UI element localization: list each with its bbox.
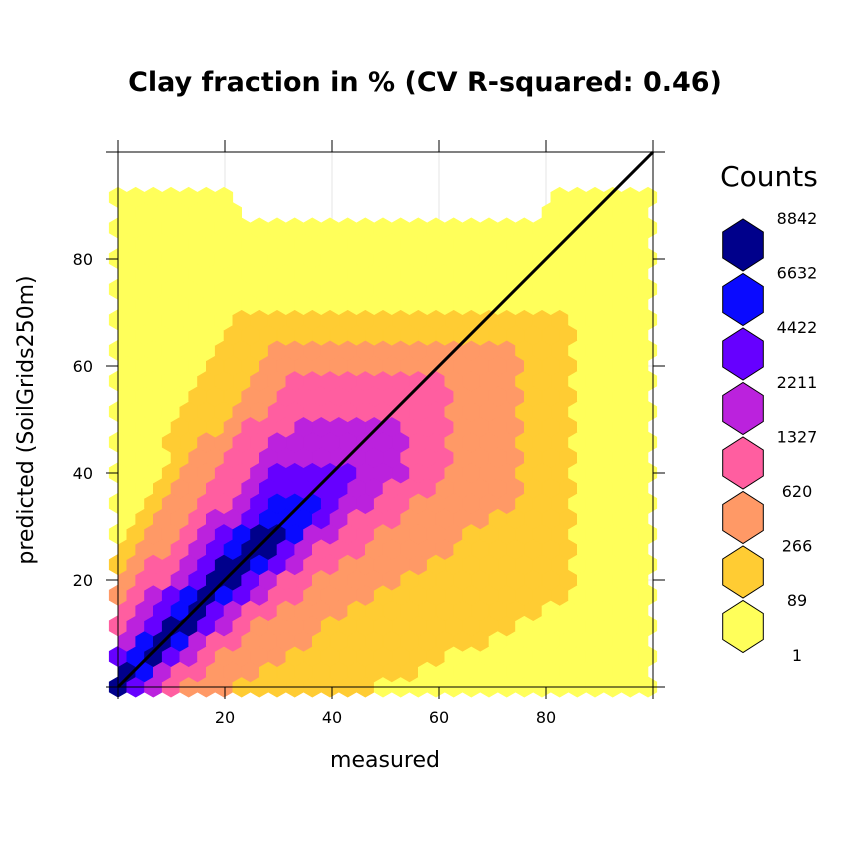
hexbin-cell	[638, 186, 658, 208]
legend-break-label: 1327	[777, 427, 818, 446]
legend-title: Counts	[720, 160, 818, 193]
y-tick-label: 20	[73, 571, 93, 590]
legend-break-label: 1	[792, 646, 802, 665]
x-axis-label: measured	[330, 748, 440, 773]
legend: 8842 6632 4422 2211 1327 620 266 89 1	[722, 209, 818, 665]
chart-title: Clay fraction in % (CV R-squared: 0.46)	[128, 67, 722, 98]
legend-swatch	[722, 490, 764, 545]
x-tick-label: 60	[429, 708, 449, 727]
legend-swatch	[722, 599, 764, 654]
x-tick-label: 20	[215, 708, 235, 727]
legend-swatch	[722, 327, 764, 381]
legend-break-label: 620	[782, 482, 813, 501]
legend-swatch	[722, 436, 764, 490]
legend-swatch	[722, 272, 764, 327]
legend-break-label: 266	[782, 537, 813, 556]
y-tick-label: 60	[73, 357, 93, 376]
x-tick-label: 40	[322, 708, 342, 727]
one-to-one-line	[116, 150, 655, 689]
axes: 20 40 60 80 20 40 60 80	[73, 140, 665, 727]
legend-break-label: 2211	[777, 373, 818, 392]
legend-swatch	[722, 381, 764, 436]
legend-swatch	[722, 218, 764, 272]
y-tick-label: 80	[73, 250, 93, 269]
legend-break-label: 6632	[777, 264, 818, 283]
hexbin-cells	[108, 186, 658, 698]
y-axis-label: predicted (SoilGrids250m)	[14, 275, 39, 564]
legend-break-label: 4422	[777, 318, 818, 337]
legend-break-label: 8842	[777, 209, 818, 228]
legend-break-label: 89	[787, 591, 807, 610]
legend-swatch	[722, 545, 764, 599]
hexbin-cell	[214, 186, 234, 208]
y-tick-label: 40	[73, 464, 93, 483]
x-tick-label: 80	[536, 708, 556, 727]
